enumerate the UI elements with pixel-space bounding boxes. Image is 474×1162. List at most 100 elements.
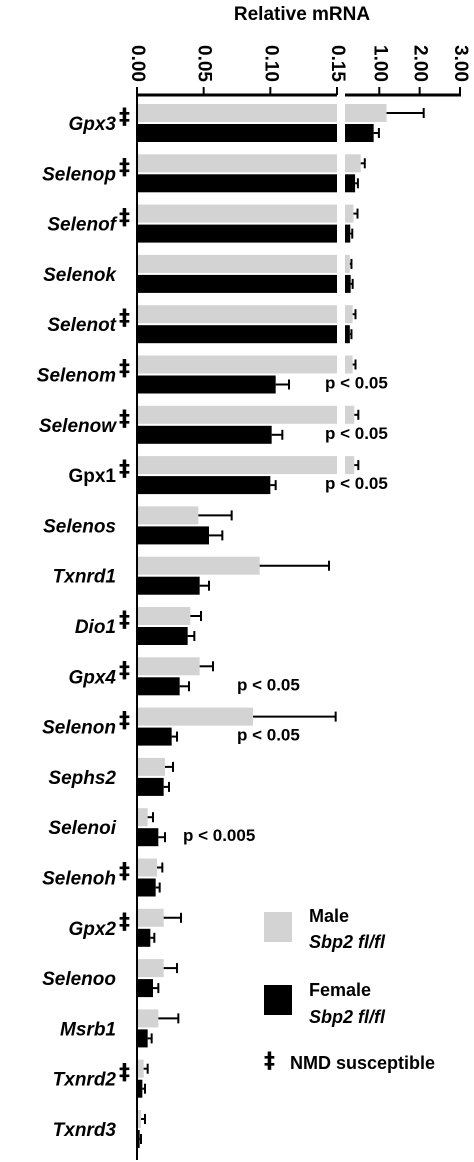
bar-gpx4-male: [138, 657, 200, 676]
legend: Male Sbp2 fl/fl Female Sbp2 fl/fl ‡ NMD …: [264, 906, 435, 1074]
bar-selenos-male: [138, 506, 199, 525]
bar-selenot-male-seg2: [345, 305, 353, 324]
category-label-selenow: Selenow: [39, 416, 117, 437]
nmd-marker-selenop: ‡: [119, 155, 130, 180]
bar-selenow-male-seg1: [138, 405, 337, 424]
p-value-annotations: p < 0.05 p < 0.05 p < 0.05 p < 0.05 p < 0.05…: [183, 374, 388, 846]
bar-selenot-female-seg2: [345, 325, 350, 344]
p-value-selenow: p < 0.05: [325, 424, 388, 443]
bar-selenoh-female: [138, 878, 156, 897]
category-label-selenot: Selenot: [47, 315, 116, 336]
bar-sephs2-female: [138, 777, 164, 796]
nmd-marker-gpx2: ‡: [119, 910, 130, 935]
bar-gpx2-female: [138, 928, 151, 947]
legend-male-line2: Sbp2 fl/fl: [309, 932, 386, 952]
category-label-selenon: Selenon: [42, 718, 116, 739]
category-label-selenoi: Selenoi: [48, 818, 116, 839]
legend-nmd-label: NMD susceptible: [290, 1053, 435, 1073]
p-value-selenom: p < 0.05: [325, 374, 388, 393]
category-label-selenos: Selenos: [43, 516, 116, 537]
bar-gpx4-female: [138, 677, 180, 696]
p-value-selenon: p < 0.05: [237, 726, 300, 745]
nmd-marker-selenom: ‡: [119, 357, 130, 382]
bar-selenos-female: [138, 526, 209, 545]
bar-selenop-female-seg2: [345, 174, 356, 193]
category-label-gpx3: Gpx3: [68, 114, 116, 135]
category-label-gpx2: Gpx2: [68, 919, 116, 940]
x-tick-0.10-label: 0.10: [260, 45, 281, 82]
bar-selenon-male: [138, 707, 253, 726]
bar-selenop-male-seg1: [138, 154, 337, 173]
bar-selenoi-male: [138, 808, 148, 827]
category-label-txnrd2: Txnrd2: [53, 1070, 117, 1091]
legend-nmd-symbol: ‡: [264, 1049, 275, 1074]
p-value-gpx4: p < 0.05: [237, 675, 300, 694]
category-label-selenoh: Selenoh: [42, 869, 116, 890]
bar-gpx3-female-seg2: [345, 124, 374, 142]
bar-selenom-female: [138, 375, 276, 394]
nmd-marker-selenoh: ‡: [119, 860, 130, 885]
x-tick-0.15-label: 0.15: [327, 45, 348, 82]
nmd-marker-selenow: ‡: [119, 407, 130, 432]
bar-selenof-female-seg1: [138, 224, 337, 243]
bar-txnrd1-male: [138, 556, 260, 575]
bars-group: [138, 104, 425, 1148]
bar-selenof-male-seg2: [345, 204, 354, 223]
nmd-marker-gpx1: ‡: [119, 457, 130, 482]
legend-swatch-male: [264, 912, 292, 942]
bar-msrb1-male: [138, 1009, 159, 1028]
bar-gpx1-female: [138, 476, 271, 495]
category-label-gpx1: Gpx1: [68, 466, 116, 487]
category-label-selenom: Selenom: [37, 366, 116, 387]
category-label-selenof: Selenof: [47, 215, 117, 236]
bar-dio1-female: [138, 627, 188, 645]
bar-txnrd3-male: [138, 1110, 141, 1128]
nmd-marker-selenon: ‡: [119, 709, 130, 734]
bar-selenok-male-seg1: [138, 254, 337, 273]
bar-sephs2-male: [138, 757, 165, 776]
category-label-gpx4: Gpx4: [68, 667, 116, 688]
x-tick-2.00-label: 2.00: [410, 45, 431, 82]
category-label-msrb1: Msrb1: [60, 1019, 116, 1040]
x-axis-title: Relative mRNA: [234, 4, 370, 25]
bar-gpx1-male-seg2: [345, 456, 355, 475]
bar-gpx3-female-seg1: [138, 124, 337, 142]
bar-txnrd2-male: [138, 1059, 144, 1078]
x-tick-3.00-label: 3.00: [450, 45, 471, 82]
bar-gpx2-male: [138, 908, 164, 927]
bar-selenot-male-seg1: [138, 305, 337, 324]
category-label-txnrd1: Txnrd1: [53, 567, 116, 588]
legend-female-line1: Female: [309, 980, 371, 1000]
category-label-sephs2: Sephs2: [48, 768, 116, 789]
bar-selenon-female: [138, 727, 172, 746]
nmd-marker-gpx3: ‡: [119, 105, 130, 130]
bar-selenow-female: [138, 425, 272, 444]
bar-selenoo-female: [138, 979, 153, 998]
bar-selenok-female-seg1: [138, 274, 337, 293]
category-label-dio1: Dio1: [75, 617, 116, 638]
x-axis: 0.00 0.05 0.10 0.15 1.00 2.00 3.00: [127, 45, 471, 1160]
category-label-selenok: Selenok: [43, 265, 117, 286]
legend-male-line1: Male: [309, 906, 349, 926]
nmd-marker-txnrd2: ‡: [119, 1061, 130, 1086]
nmd-marker-selenof: ‡: [119, 206, 130, 231]
nmd-marker-dio1: ‡: [119, 608, 130, 633]
p-value-selenoi: p < 0.005: [183, 826, 255, 845]
bar-selenok-female-seg2: [345, 274, 351, 293]
legend-female-line2: Sbp2 fl/fl: [309, 1007, 386, 1027]
x-tick-0.05-label: 0.05: [194, 45, 215, 82]
legend-swatch-female: [264, 985, 292, 1015]
bar-selenop-female-seg1: [138, 174, 337, 193]
category-label-txnrd3: Txnrd3: [53, 1120, 117, 1141]
bar-selenoo-male: [138, 959, 164, 978]
x-tick-0.00-label: 0.00: [127, 45, 148, 82]
bar-gpx3-male-seg1: [138, 104, 337, 122]
bar-selenop-male-seg2: [345, 154, 361, 173]
bar-dio1-male: [138, 607, 191, 625]
p-value-gpx1: p < 0.05: [325, 474, 388, 493]
bar-selenow-male-seg2: [345, 405, 355, 424]
bar-selenok-male-seg2: [345, 254, 350, 273]
bar-txnrd1-female: [138, 576, 200, 595]
bar-selenoh-male: [138, 858, 157, 877]
